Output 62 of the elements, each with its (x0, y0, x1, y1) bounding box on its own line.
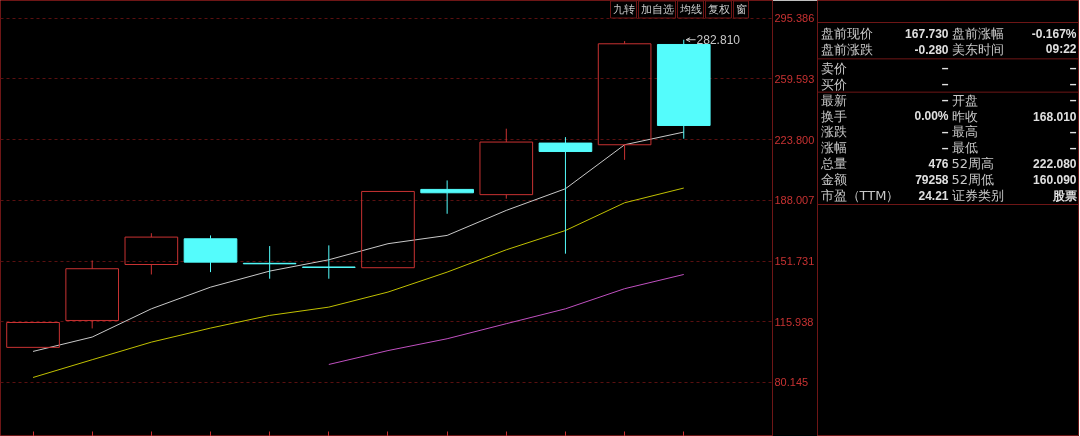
text: – (1069, 77, 1077, 92)
category-label: 盘前涨幅 (951, 26, 1004, 41)
text: 股票 (1052, 188, 1077, 203)
text: – (1069, 93, 1077, 108)
text: 窗 (735, 3, 747, 16)
text: 24.21 (918, 189, 949, 203)
category-label: 证券类别 (951, 188, 1004, 203)
annotation: 复权 (707, 3, 730, 16)
category-label: 开盘 (951, 92, 978, 108)
annotation: 282.810 (696, 33, 741, 48)
category-label: 最高 (951, 124, 978, 140)
category-label: 52周高 (951, 156, 995, 172)
y-tick-label: 80.145 (774, 376, 809, 389)
text: – (1069, 124, 1077, 139)
text: 79258 (915, 173, 949, 188)
text: – (941, 61, 949, 76)
text: – (941, 140, 949, 155)
text: -0.280 (914, 42, 949, 57)
candlestick (183, 234, 238, 273)
line-series (32, 187, 685, 378)
text: 168.010 (1033, 109, 1077, 124)
text: – (1069, 140, 1077, 155)
candlestick (302, 244, 356, 280)
text: 160.090 (1033, 173, 1077, 188)
category-label: 最低 (951, 140, 978, 156)
y-tick-label: 151.731 (774, 255, 815, 268)
candlestick (420, 179, 474, 215)
category-label: 昨收 (951, 108, 978, 124)
text: 222.080 (1033, 157, 1077, 172)
y-tick-label: 115.938 (774, 315, 814, 328)
category-label: 卖价 (820, 60, 847, 76)
text: 0.00% (914, 109, 949, 123)
category-label: 盘前现价 (820, 26, 873, 41)
category-label: 盘前涨跌 (820, 41, 873, 57)
category-label: 市盈（TTM） (820, 188, 900, 203)
annotation: 九转 (612, 3, 635, 16)
text: 476 (928, 157, 949, 172)
category-label: 最新 (820, 92, 847, 108)
line-series (328, 273, 685, 365)
text: -0.167% (1031, 26, 1077, 41)
annotation: 加自选 (640, 3, 674, 16)
category-label: 换手 (820, 108, 847, 124)
text: 167.730 (905, 27, 949, 41)
line-series (32, 131, 685, 352)
annotation: 均线 (678, 3, 702, 16)
category-label: 总量 (819, 156, 847, 172)
candlestick (479, 128, 534, 200)
category-label: 涨跌 (820, 124, 847, 140)
category-label: 美东时间 (951, 41, 1004, 57)
text: – (941, 93, 949, 108)
y-tick-label: 223.800 (774, 133, 815, 146)
category-label: 金额 (820, 172, 847, 188)
category-label: 涨幅 (820, 140, 847, 156)
text: 09:22 (1045, 42, 1077, 57)
text: – (941, 124, 949, 139)
category-label: 52周低 (951, 172, 995, 188)
category-label: 买价 (820, 76, 847, 92)
text: – (941, 77, 949, 92)
y-tick-label: 295.386 (774, 12, 815, 25)
text: – (1069, 61, 1077, 76)
y-tick-label: 259.593 (774, 72, 815, 85)
y-tick-label: 188.007 (774, 194, 815, 207)
